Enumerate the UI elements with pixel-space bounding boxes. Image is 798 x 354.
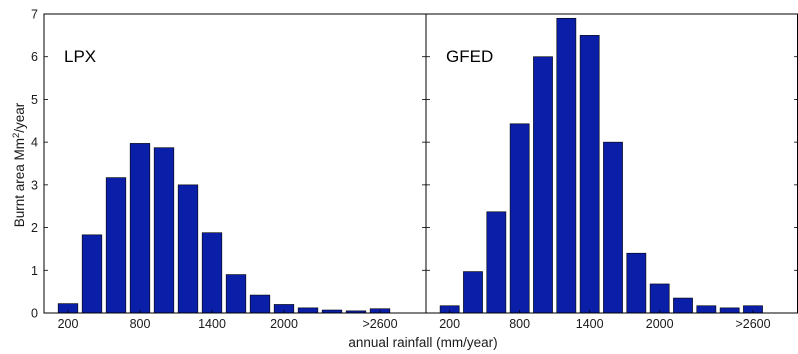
x-tick-label: 1400 (198, 317, 226, 331)
bar (153, 147, 175, 314)
x-tick-label: 200 (439, 317, 460, 331)
panel-title: GFED (446, 47, 493, 66)
bar (556, 17, 577, 314)
x-tick-label: 2000 (270, 317, 298, 331)
y-tick-label: 3 (31, 178, 38, 192)
bar (105, 177, 127, 314)
bar (696, 305, 717, 314)
panel-lpx: 200 800 1400 2000 >2600 0 1 2 3 4 5 6 7 LPX (31, 8, 427, 331)
x-axis-label: annual rainfall (mm/year) (348, 335, 497, 350)
y-tick-label: 7 (31, 8, 38, 22)
x-tick-label: >2600 (362, 317, 397, 331)
x-tick-label: 1400 (576, 317, 604, 331)
bar (249, 294, 271, 314)
bar (463, 271, 483, 314)
x-tick-label: >2600 (735, 317, 770, 331)
bar (297, 307, 319, 314)
svg-text:Burnt area Mm2/year: Burnt area Mm2/year (11, 102, 28, 227)
y-axis-label: Burnt area Mm2/year (11, 102, 28, 227)
bar (533, 56, 553, 314)
bar (673, 297, 693, 314)
bar (81, 234, 103, 314)
bar (626, 252, 647, 314)
y-tick-label: 4 (31, 136, 38, 150)
x-tick-label: 800 (130, 317, 151, 331)
panel-title: LPX (64, 47, 96, 66)
bar (509, 123, 530, 314)
y-axis-label-tail: /year (12, 102, 27, 133)
bar (177, 184, 199, 314)
y-tick-label: 0 (31, 307, 38, 321)
bar (719, 307, 740, 314)
bar (225, 274, 247, 314)
y-axis-label-main: Burnt area Mm (12, 138, 27, 227)
y-tick-label: 2 (31, 221, 38, 235)
bar (579, 35, 600, 314)
bar (603, 141, 623, 314)
x-tick-label: 2000 (646, 317, 674, 331)
bar (486, 211, 507, 314)
y-tick-label: 1 (31, 264, 38, 278)
panel-gfed: 200 800 1400 2000 >2600 GFED (425, 13, 798, 331)
x-tick-label: 200 (58, 317, 79, 331)
bar (649, 283, 670, 314)
y-tick-label: 6 (31, 50, 38, 64)
y-tick-label: 5 (31, 93, 38, 107)
panels: 200 800 1400 2000 >2600 0 1 2 3 4 5 6 7 LPX 200 800 1400… (31, 8, 798, 331)
bar (129, 143, 151, 314)
x-tick-label: 800 (509, 317, 530, 331)
y-axis-label-superscript: 2 (11, 133, 22, 138)
bar (201, 232, 223, 314)
